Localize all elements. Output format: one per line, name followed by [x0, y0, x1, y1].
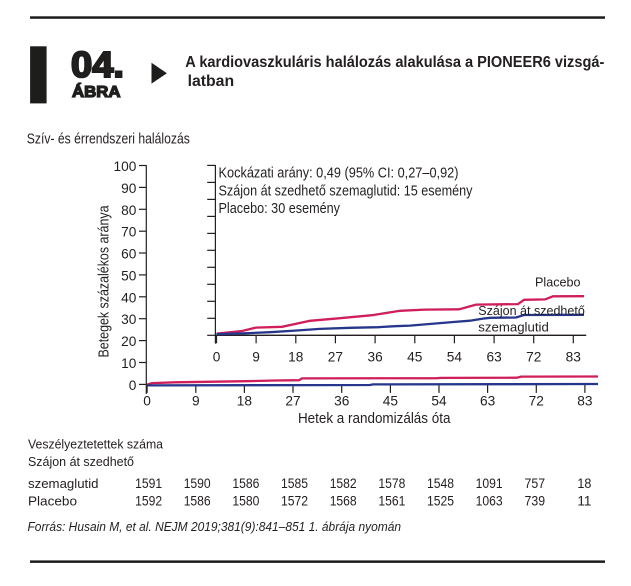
svg-text:Forrás: Husain M, et al. NEJM: Forrás: Husain M, et al. NEJM 2019;381(9… — [28, 519, 402, 534]
svg-text:80: 80 — [121, 203, 137, 218]
svg-text:50: 50 — [121, 268, 137, 283]
svg-text:Placebo: Placebo — [535, 275, 581, 290]
svg-text:0: 0 — [129, 378, 137, 393]
svg-text:0: 0 — [213, 350, 221, 365]
svg-text:1525: 1525 — [427, 494, 454, 509]
svg-text:36: 36 — [334, 393, 350, 408]
svg-text:Betegek százalékos aránya: Betegek százalékos aránya — [96, 205, 113, 358]
svg-text:54: 54 — [447, 350, 463, 365]
svg-text:45: 45 — [383, 393, 399, 408]
svg-text:Kockázati arány: 0,49 (95% CI:: Kockázati arány: 0,49 (95% CI: 0,27–0,92… — [219, 165, 459, 182]
svg-text:1561: 1561 — [378, 494, 405, 509]
svg-text:A kardiovaszkuláris halálozás: A kardiovaszkuláris halálozás alakulása … — [185, 54, 604, 71]
svg-text:27: 27 — [328, 350, 343, 365]
svg-text:18: 18 — [237, 393, 253, 408]
svg-text:70: 70 — [121, 225, 137, 240]
svg-text:20: 20 — [121, 334, 137, 349]
svg-text:Placebo: Placebo — [28, 494, 77, 509]
svg-text:szemaglutid: szemaglutid — [478, 319, 549, 334]
svg-text:ÁBRA: ÁBRA — [72, 82, 121, 101]
svg-text:1586: 1586 — [184, 494, 211, 509]
svg-text:9: 9 — [252, 350, 260, 365]
svg-text:1063: 1063 — [476, 494, 503, 509]
svg-text:10: 10 — [121, 356, 137, 371]
svg-text:Placebo: 30 esemény: Placebo: 30 esemény — [219, 200, 341, 217]
svg-text:63: 63 — [486, 350, 502, 365]
svg-text:Hetek a randomizálás óta: Hetek a randomizálás óta — [298, 410, 451, 427]
svg-text:1548: 1548 — [427, 476, 454, 491]
svg-text:1590: 1590 — [184, 476, 211, 491]
svg-text:757: 757 — [525, 476, 546, 491]
svg-text:45: 45 — [407, 350, 423, 365]
svg-text:54: 54 — [431, 393, 447, 408]
svg-text:11: 11 — [577, 494, 591, 509]
svg-text:1580: 1580 — [232, 494, 259, 509]
svg-text:36: 36 — [367, 350, 383, 365]
svg-text:04.: 04. — [71, 44, 124, 85]
svg-text:1586: 1586 — [232, 476, 259, 491]
svg-text:1591: 1591 — [135, 476, 162, 491]
svg-text:40: 40 — [121, 290, 137, 305]
svg-text:1585: 1585 — [281, 476, 308, 491]
svg-text:1582: 1582 — [330, 476, 357, 491]
svg-text:63: 63 — [480, 393, 496, 408]
svg-text:72: 72 — [529, 393, 544, 408]
svg-text:Szájon át szedhető szemaglutid: Szájon át szedhető szemaglutid: 15 esemé… — [219, 183, 473, 200]
svg-text:1091: 1091 — [476, 476, 503, 491]
svg-text:latban: latban — [188, 73, 235, 90]
svg-text:1572: 1572 — [281, 494, 308, 509]
svg-text:100: 100 — [114, 159, 137, 174]
svg-text:Szájon át szedhető: Szájon át szedhető — [28, 454, 134, 469]
svg-text:60: 60 — [121, 247, 137, 262]
svg-text:30: 30 — [121, 312, 137, 327]
svg-text:83: 83 — [577, 393, 593, 408]
svg-text:27: 27 — [285, 393, 300, 408]
svg-text:90: 90 — [121, 181, 137, 196]
svg-text:1568: 1568 — [330, 494, 357, 509]
svg-text:739: 739 — [525, 494, 546, 509]
svg-text:9: 9 — [192, 393, 200, 408]
svg-text:83: 83 — [566, 350, 582, 365]
svg-text:1578: 1578 — [378, 476, 405, 491]
svg-text:72: 72 — [526, 350, 541, 365]
svg-text:0: 0 — [143, 393, 151, 408]
svg-text:Szájon át szedhető: Szájon át szedhető — [478, 303, 585, 318]
svg-text:18: 18 — [577, 476, 591, 491]
svg-text:Szív- és érrendszeri halálozás: Szív- és érrendszeri halálozás — [27, 131, 190, 148]
svg-text:Veszélyeztetettek száma: Veszélyeztetettek száma — [28, 436, 164, 451]
svg-text:szemaglutid: szemaglutid — [28, 476, 99, 491]
svg-text:1592: 1592 — [135, 494, 162, 509]
svg-text:18: 18 — [288, 350, 304, 365]
